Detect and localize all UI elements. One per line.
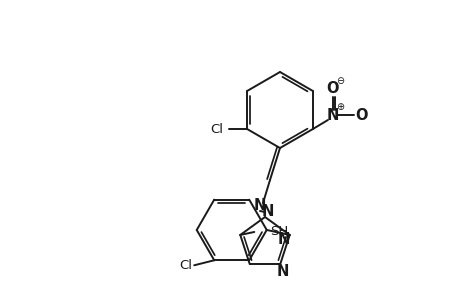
Text: N: N [261,203,274,218]
Text: Cl: Cl [210,122,223,136]
Text: ⊕: ⊕ [335,102,343,112]
Text: Cl: Cl [179,259,192,272]
Text: N: N [276,263,289,278]
Text: O: O [355,107,367,122]
Text: O: O [326,80,338,95]
Text: N: N [326,107,338,122]
Text: N: N [277,232,289,247]
Text: ⊖: ⊖ [335,76,343,86]
Text: SH: SH [270,226,288,238]
Text: N: N [253,199,266,214]
